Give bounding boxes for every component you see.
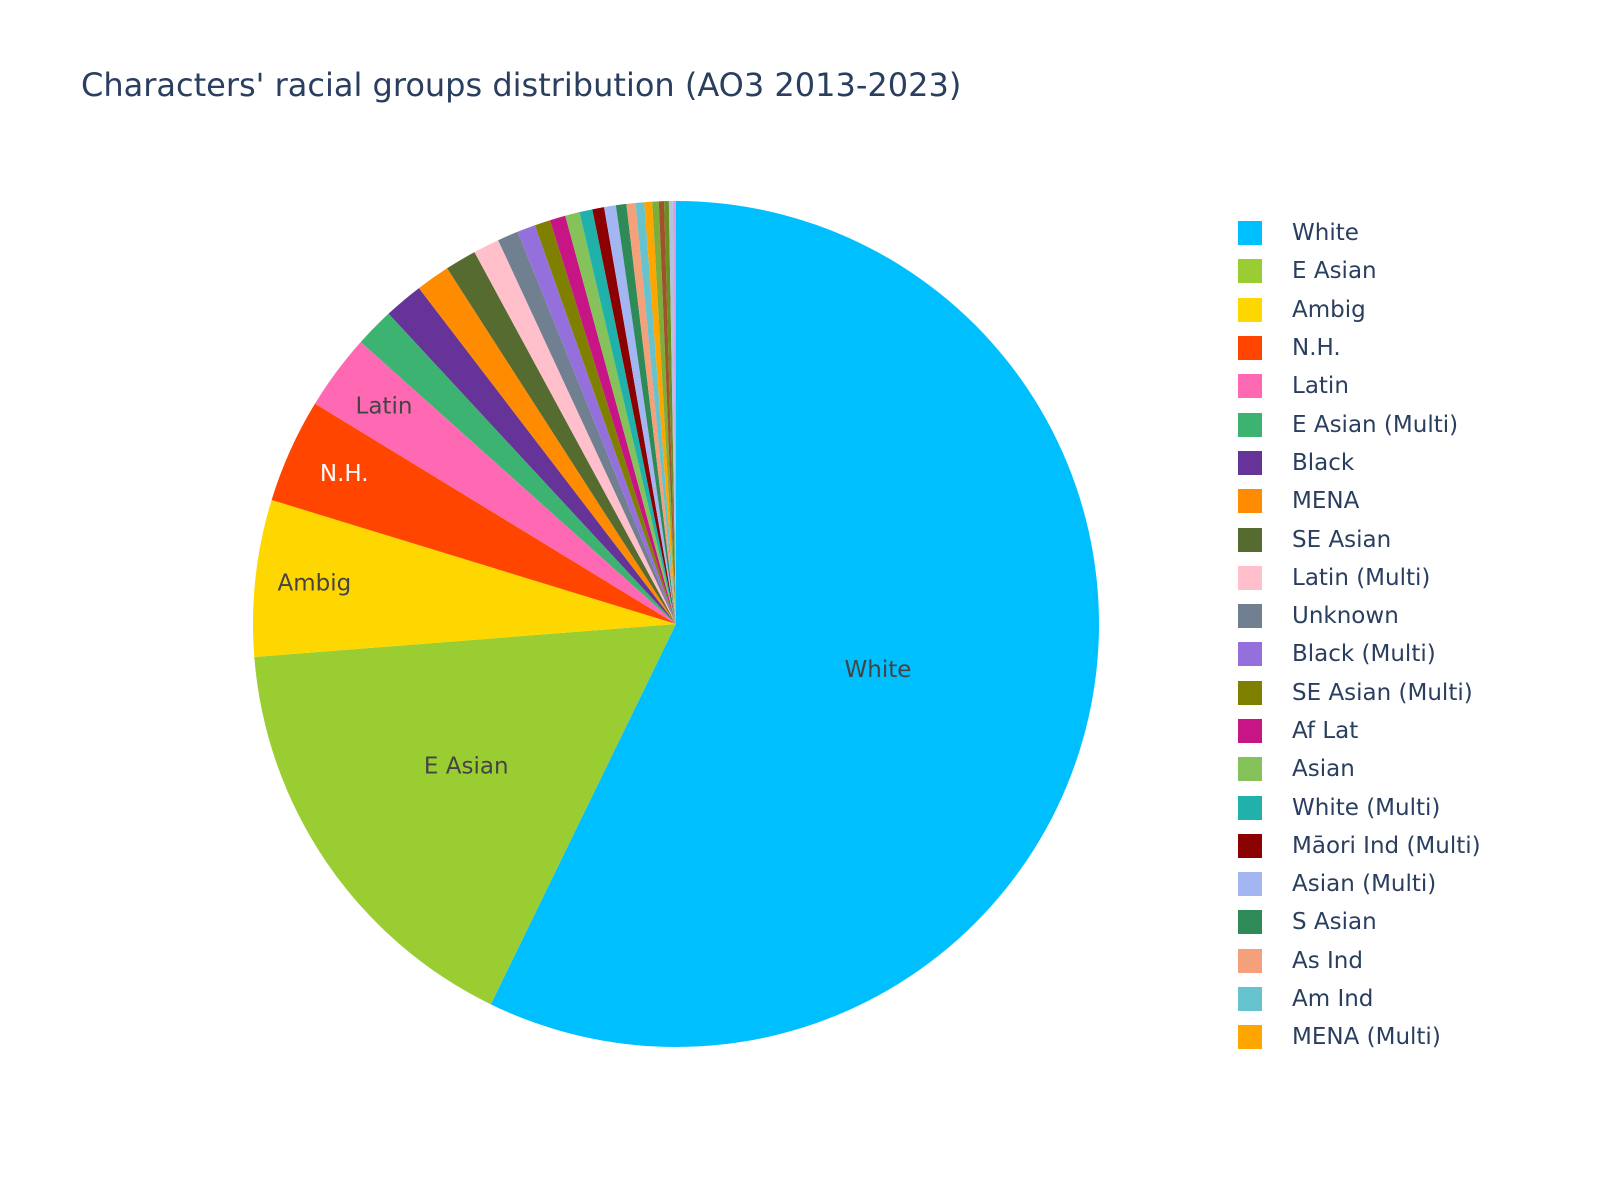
- legend-swatch: [1238, 604, 1262, 628]
- pie-slices: [253, 201, 1099, 1047]
- legend-label: N.H.: [1292, 335, 1341, 361]
- legend-item[interactable]: E Asian: [1238, 252, 1578, 290]
- legend-item[interactable]: SE Asian: [1238, 520, 1578, 558]
- legend-swatch: [1238, 528, 1262, 552]
- legend-item[interactable]: White: [1238, 214, 1578, 252]
- legend-swatch: [1238, 1025, 1262, 1049]
- legend-item[interactable]: S Asian: [1238, 903, 1578, 941]
- legend-label: Am Ind: [1292, 986, 1373, 1012]
- legend-swatch: [1238, 949, 1262, 973]
- legend-label: Latin (Multi): [1292, 565, 1430, 591]
- legend-label: White (Multi): [1292, 795, 1440, 821]
- legend-label: E Asian: [1292, 258, 1377, 284]
- legend-label: SE Asian: [1292, 527, 1391, 553]
- legend-swatch: [1238, 681, 1262, 705]
- legend-swatch: [1238, 642, 1262, 666]
- legend-label: MENA (Multi): [1292, 1024, 1441, 1050]
- legend-label: Ambig: [1292, 297, 1366, 323]
- legend-item[interactable]: Māori Ind (Multi): [1238, 827, 1578, 865]
- legend-swatch: [1238, 489, 1262, 513]
- legend-item[interactable]: E Asian (Multi): [1238, 405, 1578, 443]
- legend-item[interactable]: White (Multi): [1238, 788, 1578, 826]
- legend-swatch: [1238, 910, 1262, 934]
- legend-item[interactable]: Latin: [1238, 367, 1578, 405]
- legend-swatch: [1238, 259, 1262, 283]
- legend-label: Latin: [1292, 373, 1349, 399]
- slice-label-latin: Latin: [356, 394, 413, 420]
- legend-item[interactable]: Am Ind: [1238, 980, 1578, 1018]
- legend-item[interactable]: MENA: [1238, 482, 1578, 520]
- legend-swatch: [1238, 298, 1262, 322]
- legend-swatch: [1238, 566, 1262, 590]
- legend-item[interactable]: Asian: [1238, 750, 1578, 788]
- legend-swatch: [1238, 796, 1262, 820]
- legend-item[interactable]: As Ind: [1238, 942, 1578, 980]
- legend-swatch: [1238, 834, 1262, 858]
- legend[interactable]: White E Asian Ambig N.H. Latin E Asian (Multi…: [1238, 214, 1578, 1057]
- legend-item[interactable]: Latin (Multi): [1238, 559, 1578, 597]
- slice-label-ambig: Ambig: [278, 571, 352, 597]
- legend-item[interactable]: N.H.: [1238, 329, 1578, 367]
- legend-swatch: [1238, 757, 1262, 781]
- legend-label: S Asian: [1292, 909, 1377, 935]
- slice-label-e-asian: E Asian: [424, 753, 509, 779]
- legend-label: E Asian (Multi): [1292, 412, 1458, 438]
- legend-swatch: [1238, 451, 1262, 475]
- legend-swatch: [1238, 336, 1262, 360]
- legend-item[interactable]: Ambig: [1238, 291, 1578, 329]
- legend-label: Asian (Multi): [1292, 871, 1436, 897]
- legend-label: Unknown: [1292, 603, 1399, 629]
- legend-item[interactable]: Af Lat: [1238, 712, 1578, 750]
- legend-item[interactable]: SE Asian (Multi): [1238, 674, 1578, 712]
- legend-item[interactable]: Black: [1238, 444, 1578, 482]
- legend-swatch: [1238, 719, 1262, 743]
- legend-swatch: [1238, 413, 1262, 437]
- legend-swatch: [1238, 872, 1262, 896]
- legend-label: Black (Multi): [1292, 641, 1436, 667]
- legend-item[interactable]: Black (Multi): [1238, 635, 1578, 673]
- legend-label: Māori Ind (Multi): [1292, 833, 1481, 859]
- legend-item[interactable]: MENA (Multi): [1238, 1018, 1578, 1056]
- legend-swatch: [1238, 987, 1262, 1011]
- legend-label: As Ind: [1292, 948, 1363, 974]
- legend-label: Black: [1292, 450, 1354, 476]
- slice-label-white: White: [845, 657, 912, 683]
- legend-item[interactable]: Unknown: [1238, 597, 1578, 635]
- legend-label: Af Lat: [1292, 718, 1358, 744]
- slice-label-n-h: N.H.: [320, 461, 369, 487]
- legend-item[interactable]: Asian (Multi): [1238, 865, 1578, 903]
- legend-label: Asian: [1292, 756, 1355, 782]
- legend-swatch: [1238, 374, 1262, 398]
- legend-swatch: [1238, 221, 1262, 245]
- legend-label: MENA: [1292, 488, 1359, 514]
- legend-label: White: [1292, 220, 1359, 246]
- legend-label: SE Asian (Multi): [1292, 680, 1473, 706]
